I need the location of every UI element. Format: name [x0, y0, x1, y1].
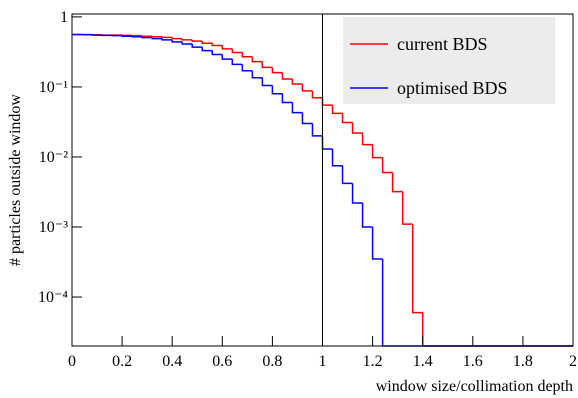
x-tick-label: 0.2: [112, 353, 132, 370]
legend-box: [343, 17, 555, 104]
histogram-step: [321, 97, 333, 106]
histogram-step: [331, 148, 343, 167]
histogram-step: [271, 85, 283, 95]
histogram-step: [191, 44, 203, 48]
y-tick-label: 10⁻¹: [39, 79, 68, 96]
x-tick-label: 0: [68, 353, 76, 370]
histogram-step: [241, 64, 253, 72]
histogram-step: [181, 38, 193, 41]
histogram-step: [191, 39, 203, 42]
histogram-step: [221, 45, 233, 50]
x-tick-label: 2: [569, 353, 577, 370]
histogram-step: [281, 72, 293, 80]
histogram-step: [311, 123, 323, 137]
x-tick-label: 1: [319, 353, 327, 370]
histogram-step: [211, 43, 223, 47]
histogram-step: [381, 157, 393, 174]
histogram-step: [141, 36, 153, 39]
histogram-step: [121, 35, 133, 37]
histogram-step: [131, 36, 143, 38]
histogram-step: [371, 144, 383, 159]
histogram-step: [211, 50, 223, 56]
x-tick-label: 1.4: [413, 353, 433, 370]
x-tick-label: 1.6: [463, 353, 483, 370]
x-tick-label: 1.2: [363, 353, 383, 370]
y-axis-title: # particles outside window: [7, 94, 24, 266]
histogram-step: [221, 54, 233, 60]
histogram-step: [251, 56, 263, 63]
histogram-step: [381, 258, 393, 347]
legend-label: current BDS: [397, 34, 487, 54]
x-tick-label: 0.6: [212, 353, 232, 370]
histogram-step: [421, 312, 433, 347]
histogram-step: [311, 90, 323, 99]
histogram-step: [391, 172, 403, 193]
histogram-step: [201, 41, 213, 45]
histogram-step: [341, 165, 353, 185]
y-tick-label: 10⁻⁴: [38, 289, 68, 306]
histogram-step: [231, 59, 243, 66]
histogram-step: [321, 135, 333, 150]
histogram-step: [291, 102, 303, 114]
x-tick-label: 0.8: [262, 353, 282, 370]
y-tick-label: 1: [60, 9, 68, 26]
histogram-step: [231, 48, 243, 54]
histogram-step: [331, 105, 343, 115]
histogram-step: [341, 113, 353, 124]
histogram-step: [281, 93, 293, 104]
histogram-step: [261, 77, 273, 87]
x-tick-label: 1.8: [513, 353, 533, 370]
histogram-step: [371, 227, 383, 260]
histogram-step: [291, 78, 303, 85]
histogram-step: [261, 61, 273, 69]
histogram-step: [171, 39, 183, 43]
histogram-step: [151, 36, 163, 38]
histogram-step: [351, 183, 363, 204]
histogram-step: [151, 37, 163, 40]
y-tick-label: 10⁻³: [39, 219, 68, 236]
histogram-step: [411, 224, 423, 314]
legend-label: optimised BDS: [397, 78, 508, 98]
histogram-step: [161, 38, 173, 41]
histogram-step: [361, 203, 373, 228]
x-axis-title: window size/collimation depth: [376, 378, 573, 395]
histogram-step: [201, 47, 213, 52]
histogram-step: [181, 41, 193, 45]
histogram-step: [171, 37, 183, 40]
histogram-step: [361, 132, 373, 146]
histogram-step: [351, 122, 363, 134]
histogram-step: [161, 36, 173, 39]
histogram-step: [301, 112, 313, 125]
x-tick-label: 0.4: [162, 353, 182, 370]
y-tick-label: 10⁻²: [39, 149, 68, 166]
histogram-step: [271, 67, 283, 74]
histogram-step: [251, 70, 263, 79]
histogram-step: [301, 84, 313, 92]
histogram-step: [141, 35, 153, 37]
histogram-step: [241, 52, 253, 58]
histogram-step: [401, 191, 413, 225]
